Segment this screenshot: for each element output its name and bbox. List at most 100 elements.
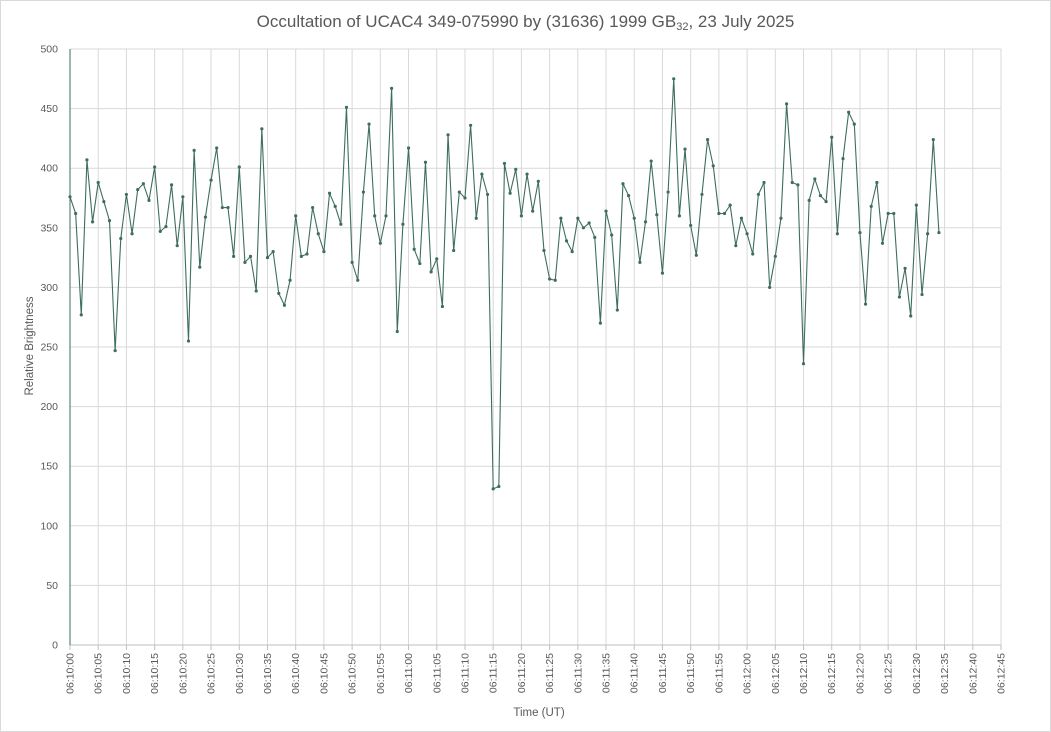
series-brightness [68, 77, 941, 491]
data-point [807, 198, 811, 202]
data-point [299, 254, 303, 259]
data-point [74, 211, 78, 216]
x-tick-label: 06:11:10 [459, 653, 471, 693]
data-point [514, 167, 518, 171]
chart-title-suffix: , 23 July 2025 [688, 12, 795, 31]
data-point [141, 182, 145, 186]
data-point [305, 252, 309, 256]
y-axis-title: Relative Brightness [24, 296, 36, 395]
data-point [559, 216, 563, 220]
y-tick-label: 50 [46, 580, 58, 592]
data-point [288, 278, 292, 282]
data-point [858, 230, 862, 235]
data-point [745, 232, 749, 236]
y-tick-label: 300 [40, 282, 58, 294]
data-point [536, 179, 540, 183]
data-point [367, 122, 371, 126]
data-point [181, 195, 185, 199]
x-tick-label: 06:12:30 [911, 653, 923, 694]
data-point [254, 289, 258, 293]
x-tick-label: 06:10:30 [234, 653, 246, 694]
data-point [519, 214, 523, 218]
x-tick-label: 06:11:45 [657, 653, 669, 693]
data-point [147, 198, 151, 202]
data-point [694, 253, 698, 257]
data-point [361, 190, 366, 194]
data-point [841, 157, 845, 161]
data-point [452, 248, 456, 253]
data-point [576, 216, 580, 220]
x-tick-label: 06:12:05 [770, 653, 782, 694]
data-point [863, 302, 868, 306]
data-point [485, 192, 490, 197]
data-point [773, 254, 777, 259]
x-tick-label: 06:10:55 [375, 653, 387, 694]
data-point [102, 199, 106, 204]
data-point [243, 260, 247, 264]
data-point [886, 211, 890, 216]
x-tick-label: 06:10:40 [290, 653, 302, 694]
data-point [294, 214, 298, 218]
data-point [632, 216, 636, 220]
data-point [677, 214, 681, 218]
x-tick-label: 06:11:00 [403, 653, 415, 693]
data-point [384, 214, 388, 218]
data-point [779, 216, 783, 220]
x-axis-tick-labels: 06:10:00 06:10:05 06:10:10 06:10:15 06:10:20… [65, 653, 1008, 694]
data-point [717, 211, 721, 216]
x-tick-label: 06:12:10 [798, 653, 810, 694]
data-point [553, 278, 557, 282]
x-tick-label: 06:11:40 [629, 653, 641, 693]
data-point [852, 122, 856, 126]
chart-title: Occultation of UCAC4 349-075990 by (3163… [0, 12, 1051, 33]
x-tick-label: 06:11:25 [544, 653, 556, 693]
data-point [926, 232, 930, 236]
x-tick-label: 06:11:05 [431, 653, 443, 693]
data-point [705, 137, 710, 142]
data-point [350, 260, 354, 264]
x-tick-label: 06:12:20 [854, 653, 866, 694]
x-tick-label: 06:12:00 [742, 653, 754, 694]
data-point [880, 241, 885, 245]
data-point [68, 195, 72, 199]
data-point [683, 147, 687, 151]
data-point [672, 77, 676, 81]
data-point [491, 487, 495, 491]
data-point [931, 137, 935, 142]
data-point [638, 260, 642, 264]
data-point [700, 192, 704, 197]
x-tick-label: 06:11:35 [601, 653, 613, 693]
data-point [316, 232, 320, 236]
data-point [215, 146, 219, 150]
data-point [232, 254, 236, 259]
x-tick-label: 06:10:45 [318, 653, 330, 694]
data-point [130, 232, 134, 236]
data-point [136, 188, 140, 192]
data-point [311, 205, 315, 210]
x-tick-label: 06:11:30 [572, 653, 584, 693]
data-point [282, 303, 287, 307]
data-point [790, 180, 794, 185]
data-point [85, 158, 89, 162]
x-tick-label: 06:12:15 [826, 653, 838, 694]
data-point [497, 484, 501, 489]
data-point [796, 183, 800, 187]
data-point [722, 211, 727, 216]
y-tick-label: 200 [40, 401, 58, 413]
data-point [762, 180, 766, 185]
data-point [119, 236, 123, 241]
x-tick-label: 06:10:05 [93, 653, 105, 694]
data-point [457, 190, 461, 194]
data-point [897, 295, 902, 299]
x-tick-label: 06:11:20 [516, 653, 528, 693]
y-tick-label: 100 [40, 520, 58, 532]
y-tick-label: 450 [40, 103, 58, 115]
data-point [587, 221, 591, 225]
y-tick-label: 0 [52, 640, 58, 652]
x-tick-label: 06:10:50 [347, 653, 359, 694]
data-point [423, 160, 428, 164]
data-point [542, 248, 546, 253]
data-point [401, 222, 405, 226]
